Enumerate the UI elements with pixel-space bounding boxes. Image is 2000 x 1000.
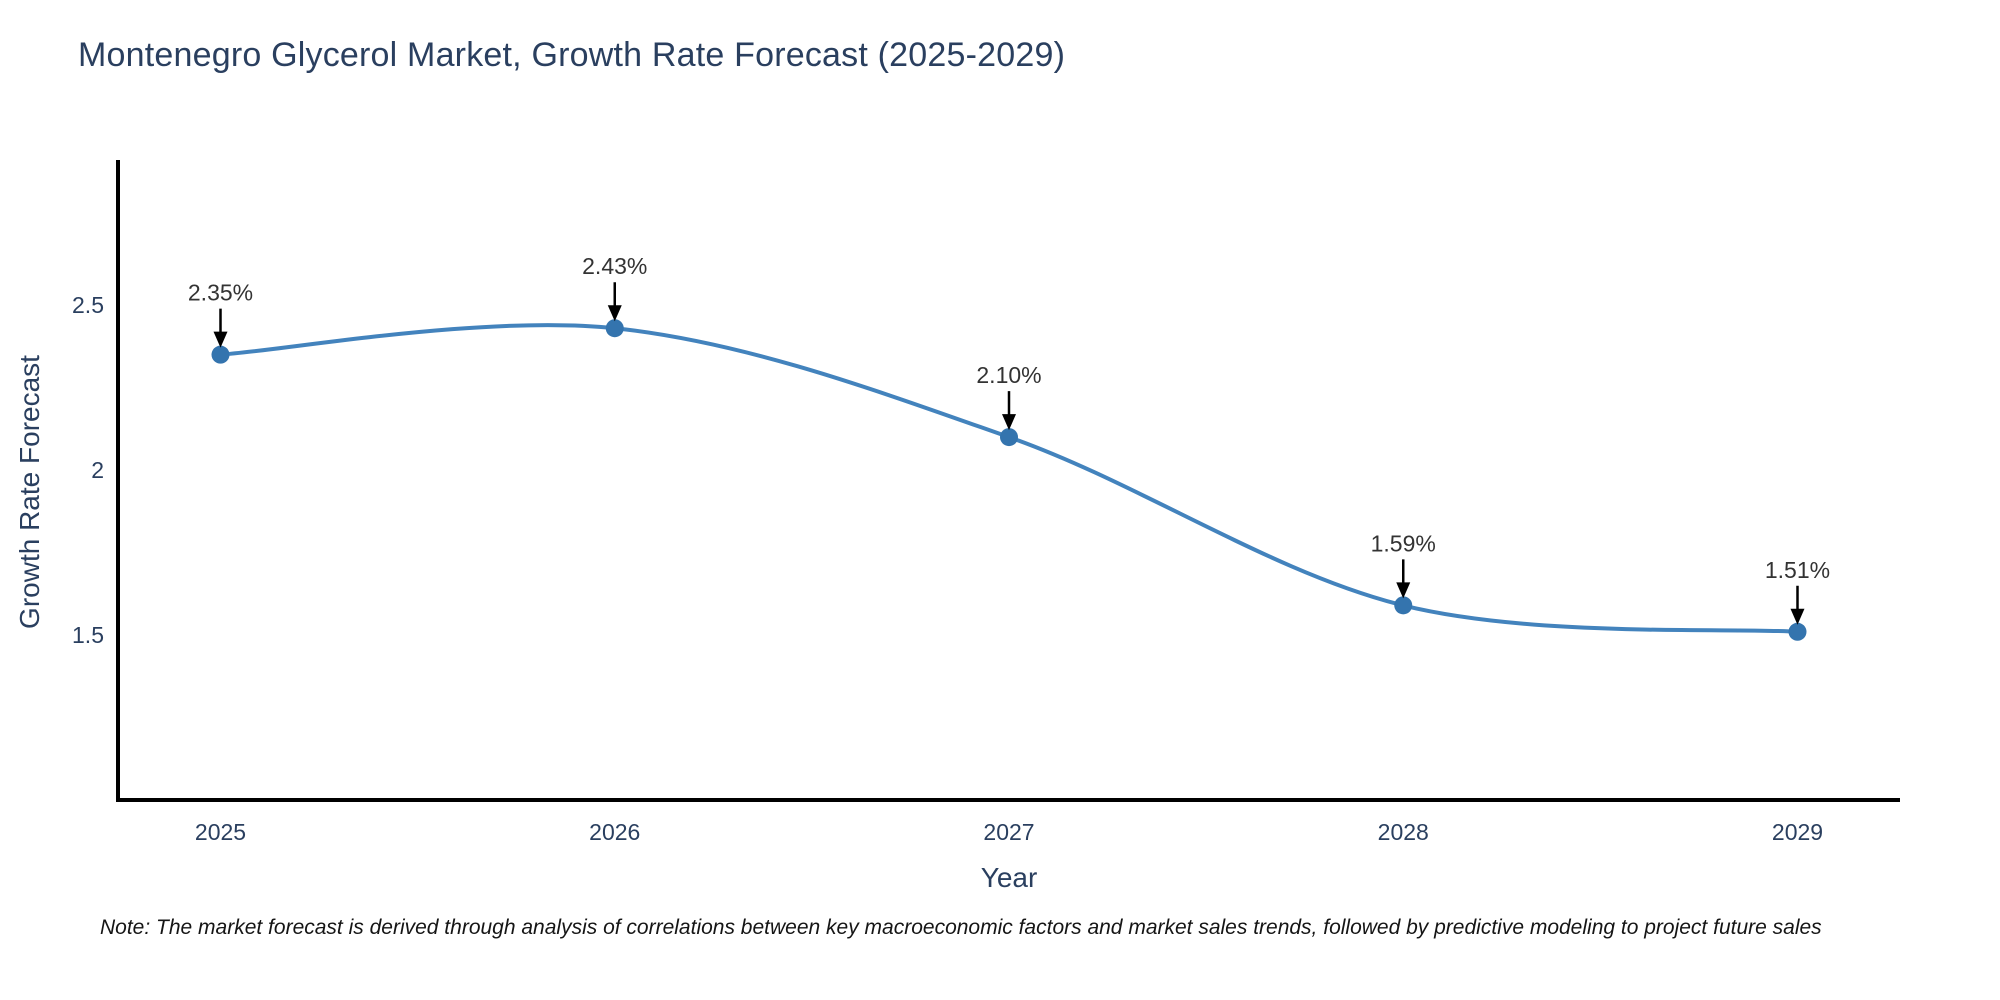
x-axis-title: Year xyxy=(980,862,1038,893)
footnote: Note: The market forecast is derived thr… xyxy=(100,916,1822,939)
y-tick-label-2: 2 xyxy=(91,457,104,483)
chart-title: Montenegro Glycerol Market, Growth Rate … xyxy=(78,36,1066,74)
data-point-2026[interactable] xyxy=(605,319,624,338)
x-tick-label-2028: 2028 xyxy=(1378,819,1429,845)
annotation-arrowhead-icon-2027 xyxy=(1002,414,1016,431)
x-tick-label-2027: 2027 xyxy=(983,819,1034,845)
annotation-label-2026: 2.43% xyxy=(582,253,647,279)
y-tick-label-1.5: 1.5 xyxy=(72,622,104,648)
annotation-label-2025: 2.35% xyxy=(188,280,253,306)
annotation-arrowhead-icon-2025 xyxy=(213,331,228,348)
data-point-2029[interactable] xyxy=(1788,622,1807,641)
annotation-arrowhead-icon-2026 xyxy=(607,305,622,322)
annotation-label-2029: 1.51% xyxy=(1765,557,1830,583)
y-tick-label-2.5: 2.5 xyxy=(72,292,104,318)
annotation-arrowhead-icon-2028 xyxy=(1396,582,1411,599)
data-point-2028[interactable] xyxy=(1394,596,1413,615)
annotation-label-2028: 1.59% xyxy=(1371,530,1436,556)
annotation-label-2027: 2.10% xyxy=(976,362,1041,388)
x-tick-label-2029: 2029 xyxy=(1772,819,1823,845)
x-tick-label-2025: 2025 xyxy=(195,819,246,845)
data-point-2027[interactable] xyxy=(1000,428,1018,447)
x-tick-label-2026: 2026 xyxy=(589,819,640,845)
annotation-arrowhead-icon-2029 xyxy=(1790,608,1805,625)
data-point-2025[interactable] xyxy=(211,345,230,364)
y-axis-title: Growth Rate Forecast xyxy=(14,355,45,629)
